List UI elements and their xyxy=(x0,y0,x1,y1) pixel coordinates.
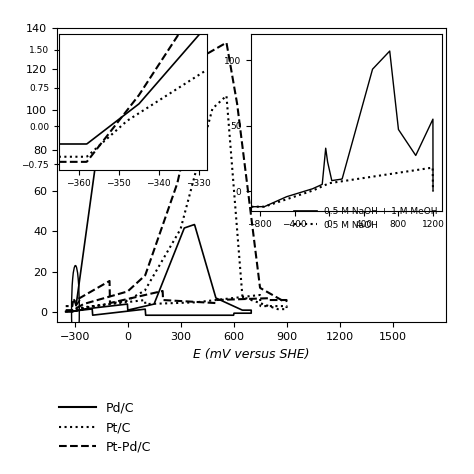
Pd/C xyxy=(182,312,188,318)
Pt/C xyxy=(63,308,69,314)
Pt-Pd/C xyxy=(224,40,229,46)
Line: Pt/C: Pt/C xyxy=(66,96,287,311)
Pd/C xyxy=(99,304,105,310)
Pd/C xyxy=(63,309,69,314)
X-axis label: E (mV versus SHE): E (mV versus SHE) xyxy=(193,347,310,361)
Line: Pd/C: Pd/C xyxy=(66,225,251,315)
Pd/C xyxy=(206,271,212,277)
Pt-Pd/C xyxy=(82,301,88,306)
Pd/C xyxy=(150,301,155,307)
Pd/C xyxy=(63,309,69,314)
Pt-Pd/C xyxy=(63,307,69,313)
Pd/C xyxy=(231,312,237,318)
Pt-Pd/C xyxy=(231,82,237,88)
Pt-Pd/C xyxy=(94,297,100,303)
Pt-Pd/C xyxy=(165,207,171,212)
Pt/C xyxy=(82,305,88,310)
Pt-Pd/C xyxy=(175,298,181,304)
Pt/C xyxy=(175,300,181,306)
Pt/C xyxy=(63,308,69,314)
Pd/C xyxy=(165,312,171,318)
Line: Pt-Pd/C: Pt-Pd/C xyxy=(66,43,287,310)
Pd/C xyxy=(191,222,197,228)
Pt/C xyxy=(165,247,171,253)
Pt/C xyxy=(231,186,237,191)
Pt-Pd/C xyxy=(82,292,87,298)
Pt-Pd/C xyxy=(63,303,69,309)
Pd/C xyxy=(119,309,125,315)
Pt/C xyxy=(82,304,87,310)
Pt/C xyxy=(94,303,100,309)
Legend: Pd/C, Pt/C, Pt-Pd/C: Pd/C, Pt/C, Pt-Pd/C xyxy=(54,397,156,458)
Legend: 0.5 M NaOH + 1 M MeOH, 0.5 M NaOH: 0.5 M NaOH + 1 M MeOH, 0.5 M NaOH xyxy=(291,203,441,233)
Pt/C xyxy=(224,93,229,99)
